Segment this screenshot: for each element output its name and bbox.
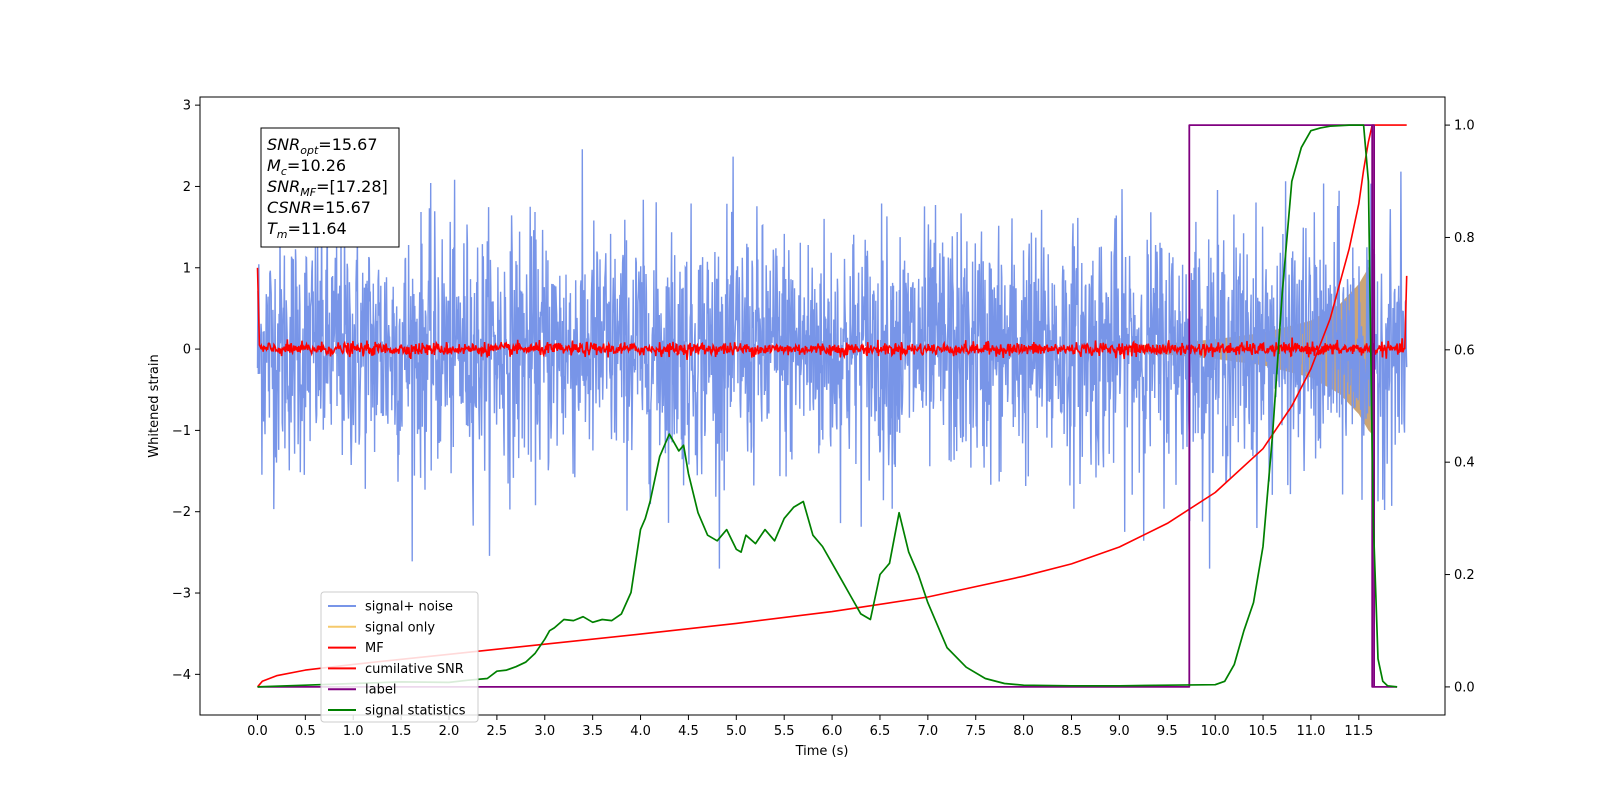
info-value: =11.64: [288, 219, 347, 238]
info-subscript: c: [281, 165, 287, 178]
series-signal-statistics-line: [257, 124, 1398, 688]
y-right-tick-label: 1.0: [1454, 119, 1475, 134]
series-mf-line: [256, 267, 1408, 361]
y-right-tick-label: 0.2: [1454, 568, 1475, 583]
x-tick-label: 3.5: [582, 724, 603, 739]
info-line: Tm=11.64: [267, 219, 347, 241]
x-tick-label: 8.0: [1013, 724, 1034, 739]
info-line: SNRMF=[17.28]: [267, 177, 388, 199]
x-tick-label: 6.0: [822, 724, 843, 739]
x-tick-label: 4.0: [630, 724, 651, 739]
legend: signal+ noise signal only MF cumilative SNR…: [320, 591, 479, 723]
info-line: CSNR=15.67: [267, 198, 371, 217]
legend-label: label: [365, 683, 396, 698]
x-tick-label: 0.0: [247, 724, 268, 739]
x-tick-label: 10.5: [1249, 724, 1278, 739]
info-symbol: SNR: [267, 135, 300, 154]
x-tick-label: 4.5: [678, 724, 699, 739]
legend-frame: [320, 591, 479, 723]
legend-label: MF: [365, 641, 384, 656]
plot-area-frame: [199, 96, 1446, 716]
x-tick-label: 1.5: [391, 724, 412, 739]
y-tick-label: −4: [172, 668, 191, 683]
x-tick-label: 0.5: [295, 724, 316, 739]
info-subscript: opt: [300, 144, 319, 157]
x-tick-label: 11.5: [1344, 724, 1373, 739]
info-subscript: MF: [300, 186, 316, 199]
x-tick-label: 6.5: [870, 724, 891, 739]
y-tick-label: −1: [172, 424, 191, 439]
legend-label: cumilative SNR: [365, 662, 464, 677]
info-value: =[17.28]: [316, 177, 388, 196]
x-axis-label: Time (s): [795, 744, 849, 759]
y-tick-label: −3: [172, 587, 191, 602]
y-tick-label: 0: [183, 343, 191, 358]
x-tick-label: 2.5: [487, 724, 508, 739]
y-right-tick-label: 0.4: [1454, 456, 1475, 471]
info-box-frame: [260, 127, 400, 248]
y-axis-label: Whitened strain: [147, 354, 162, 457]
x-tick-label: 10.0: [1201, 724, 1230, 739]
info-symbol: T: [267, 219, 278, 238]
info-line: Mc=10.26: [267, 156, 346, 178]
info-value: =15.67: [312, 198, 371, 217]
info-symbol: M: [267, 156, 281, 175]
info-subscript: m: [277, 228, 288, 241]
x-tick-label: 1.0: [343, 724, 364, 739]
series-signal-noise-line: [256, 149, 1408, 569]
x-tick-label: 9.0: [1109, 724, 1130, 739]
x-tick-label: 5.5: [774, 724, 795, 739]
x-tick-label: 3.0: [534, 724, 555, 739]
info-value: =10.26: [287, 156, 346, 175]
y-right-tick-label: 0.0: [1454, 680, 1475, 695]
legend-label: signal statistics: [365, 704, 466, 719]
y-tick-label: 3: [183, 99, 191, 114]
info-symbol: SNR: [267, 177, 300, 196]
info-symbol: CSNR: [267, 198, 312, 217]
y-tick-label: 2: [183, 180, 191, 195]
x-tick-label: 7.5: [965, 724, 986, 739]
info-annotation-box: SNRopt=15.67Mc=10.26SNRMF=[17.28]CSNR=15…: [260, 127, 400, 248]
y-tick-label: 1: [183, 261, 191, 276]
x-tick-label: 5.0: [726, 724, 747, 739]
legend-label: signal only: [365, 620, 435, 635]
ticks-layer: 0.0 0.5 1.0 1.5 2.0 2.5 3.0 3.5 4.0 4.5 5.0 5.5 6.0 6…: [172, 99, 1475, 739]
x-tick-label: 11.0: [1296, 724, 1325, 739]
y-right-tick-label: 0.6: [1454, 343, 1475, 358]
y-tick-label: −2: [172, 505, 191, 520]
x-tick-label: 2.0: [439, 724, 460, 739]
info-value: =15.67: [318, 135, 377, 154]
x-tick-label: 9.5: [1157, 724, 1178, 739]
x-tick-label: 7.0: [918, 724, 939, 739]
legend-label: signal+ noise: [365, 600, 453, 615]
y-right-tick-label: 0.8: [1454, 231, 1475, 246]
x-tick-label: 8.5: [1061, 724, 1082, 739]
info-line: SNRopt=15.67: [267, 135, 378, 157]
